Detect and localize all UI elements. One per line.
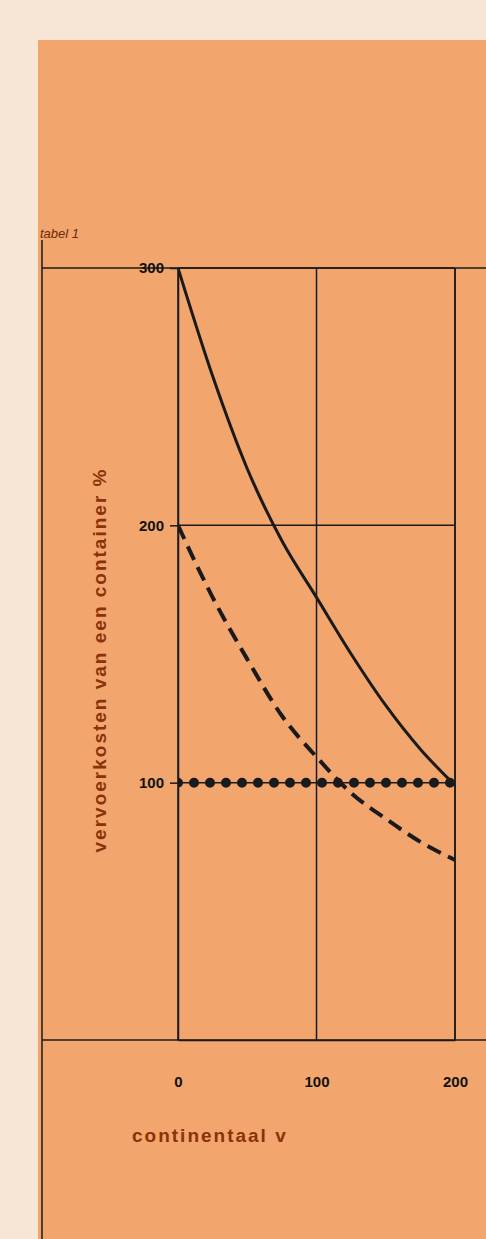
x-tick-label: 100 — [304, 1073, 329, 1090]
plot-area — [178, 268, 455, 860]
y-tick: 200 — [139, 517, 178, 534]
x-tick: 200 — [443, 1040, 468, 1090]
background — [0, 0, 486, 1239]
frame-left — [41, 240, 43, 1239]
x-tick: 100 — [304, 1040, 329, 1090]
background-strip — [0, 0, 38, 1239]
y-tick-mark — [170, 525, 178, 527]
x-tick-label: 200 — [443, 1073, 468, 1090]
grid-line-y — [178, 267, 455, 269]
x-tick: 0 — [174, 1040, 182, 1090]
frame-top — [42, 267, 486, 269]
line-series — [178, 778, 455, 788]
y-tick: 300 — [139, 259, 178, 276]
y-tick-label: 100 — [139, 774, 164, 791]
frame-right — [454, 268, 456, 1040]
grid-line-y — [178, 782, 455, 784]
y-tick: 100 — [139, 774, 178, 791]
title: tabel 1 — [40, 226, 79, 241]
chart: 100 200 300 0 100 200 tabel 1 vervoerkosten van… — [0, 0, 486, 1239]
y-axis-title: vervoerkosten van een container % — [89, 468, 110, 853]
grid-line-y — [178, 525, 455, 527]
y-tick-mark — [170, 782, 178, 784]
x-tick-label: 0 — [174, 1073, 182, 1090]
y-axis: 100 200 300 — [139, 259, 179, 1040]
line-series — [178, 525, 455, 860]
y-tick-mark — [170, 268, 178, 270]
x-axis-title: continentaal v — [132, 1125, 288, 1146]
line-series — [178, 268, 455, 785]
frame-bottom — [42, 1039, 486, 1041]
grid-line-x — [177, 268, 179, 1040]
y-tick-label: 200 — [139, 517, 164, 534]
y-axis-line — [178, 269, 180, 1041]
grid — [178, 268, 455, 1040]
x-axis: 0 100 200 — [174, 1040, 468, 1090]
x-axis-line — [179, 1040, 456, 1042]
y-tick-label: 300 — [139, 259, 164, 276]
grid-line-x — [316, 268, 318, 1040]
background-top — [38, 0, 486, 40]
grid-line-x — [454, 268, 456, 1040]
